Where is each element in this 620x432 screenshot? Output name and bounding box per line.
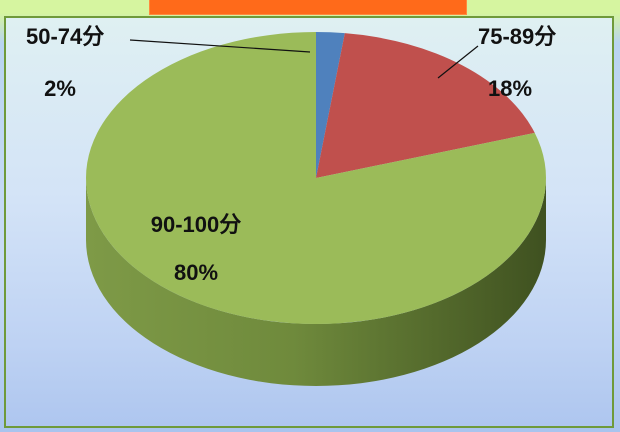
pie-slice-90-100分 bbox=[85, 32, 546, 324]
slice-percent-1: 2% bbox=[44, 76, 76, 101]
slice-percent-3: 80% bbox=[174, 260, 218, 285]
slice-label-2: 75-89分 bbox=[478, 24, 556, 49]
pie-tops bbox=[85, 32, 546, 324]
pie-leader-lines bbox=[129, 39, 479, 79]
leader-line-1 bbox=[129, 39, 311, 53]
slice-label-3: 90-100分 bbox=[151, 212, 242, 237]
slice-percent-2: 18% bbox=[488, 76, 532, 101]
pie-slice-75-89分 bbox=[316, 33, 535, 179]
pie-slice-50-74分 bbox=[316, 32, 345, 178]
pie-side-90-100分 bbox=[86, 178, 546, 386]
pie-labels: 50-74分 2% 75-89分 18% 90-100分 80% bbox=[26, 24, 556, 285]
slice-label-1: 50-74分 bbox=[26, 24, 104, 49]
pie-sides bbox=[86, 178, 546, 386]
title-bar bbox=[150, 0, 466, 14]
leader-line-2 bbox=[437, 45, 479, 79]
